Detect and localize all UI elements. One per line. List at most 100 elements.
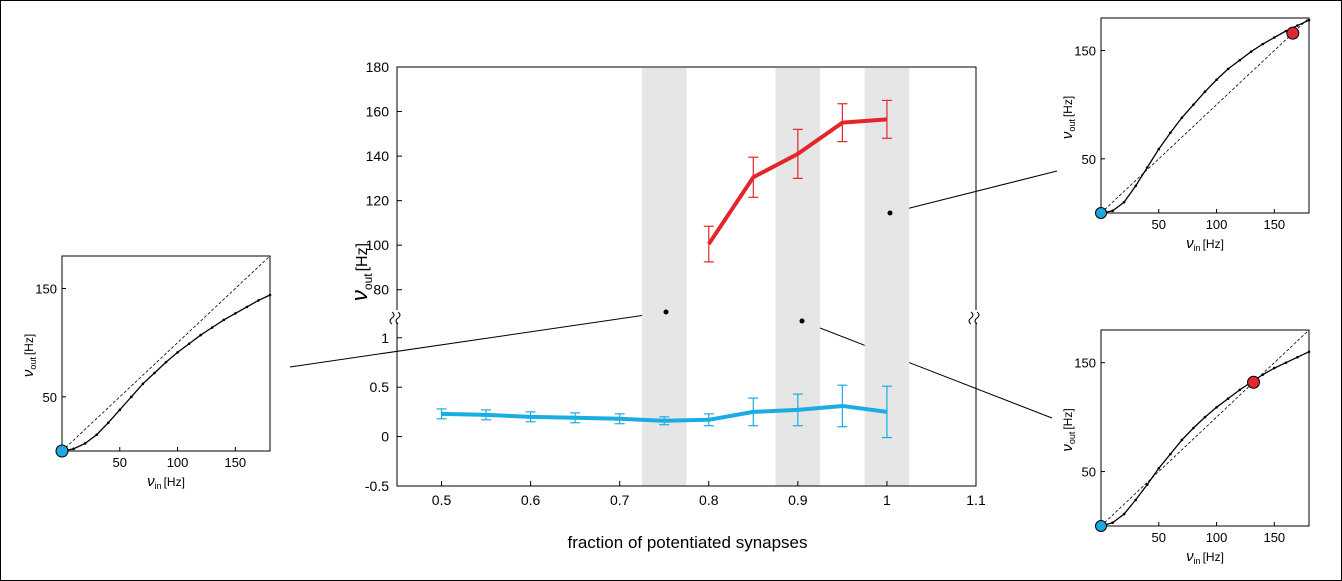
identity-diagonal <box>1100 329 1310 527</box>
inset-x-tick-label: 100 <box>167 455 189 470</box>
identity-diagonal <box>61 255 271 452</box>
series-line-0 <box>707 117 888 246</box>
inset-y-tick-label: 50 <box>43 390 57 405</box>
operating-point-marker <box>1286 26 1300 40</box>
inset-y-label-sub: out <box>28 357 38 370</box>
curve-point-8 <box>1192 103 1195 106</box>
operating-point-marker <box>55 444 69 458</box>
curve-point-17 <box>1296 24 1299 27</box>
x-axis-label: fraction of potentiated synapses <box>567 533 807 552</box>
upper-y-tick-label: 140 <box>366 148 390 164</box>
curve-point-13 <box>1249 50 1253 53</box>
curve-point-2 <box>1122 512 1126 516</box>
inset-x-label-unit: [Hz] <box>164 475 185 489</box>
inset-y-label-unit: [Hz] <box>22 334 36 355</box>
inset-x-tick-label: 150 <box>1263 530 1285 545</box>
curve-point-15 <box>1273 36 1276 39</box>
curve-point-5 <box>118 408 122 412</box>
curve-point-9 <box>1203 415 1207 419</box>
curve-point-11 <box>1226 67 1230 71</box>
curve-point-14 <box>1261 373 1265 376</box>
lower-y-tick-label: 1 <box>381 330 389 346</box>
main-plot-frame <box>396 66 977 487</box>
curve-point-2 <box>1122 200 1126 204</box>
inset-x-label-main: ν <box>1186 548 1194 565</box>
inset-y-tick-label: 50 <box>1082 465 1096 480</box>
curve-point-18 <box>1307 18 1311 22</box>
connector-line-2 <box>889 170 1058 214</box>
y-label-sub: out <box>361 273 375 290</box>
curve-point-4 <box>106 421 110 425</box>
x-tick-label: 0.6 <box>521 492 541 508</box>
curve-point-10 <box>1215 406 1218 409</box>
curve-point-17 <box>1296 355 1299 359</box>
curve-point-5 <box>1157 147 1161 151</box>
reference-point-2 <box>887 210 893 216</box>
curve-point-2 <box>83 442 87 445</box>
curve-point-7 <box>1180 438 1184 442</box>
inset-x-label: νin [Hz] <box>147 473 185 491</box>
lower-y-tick-label: 0.5 <box>370 379 390 395</box>
upper-y-tick-label: 180 <box>366 59 390 75</box>
inset-x-tick-label: 50 <box>1152 217 1166 232</box>
curve-point-15 <box>234 312 237 315</box>
origin-marker <box>1095 520 1107 532</box>
axis-break-mark-0 <box>389 311 395 325</box>
curve-point-3 <box>1134 184 1137 188</box>
y-axis-label: νout [Hz] <box>347 243 375 301</box>
inset-x-label: νin [Hz] <box>1186 235 1224 253</box>
x-tick-label: 0.8 <box>699 492 719 508</box>
x-tick-label: 0.5 <box>432 492 452 508</box>
reference-point-0 <box>663 309 669 315</box>
axis-break-mark-b-0 <box>395 311 401 325</box>
axis-break-mark-1 <box>968 311 974 325</box>
curve-point-16 <box>1284 361 1288 364</box>
x-tick-label: 1 <box>883 492 891 508</box>
inset-x-label-unit: [Hz] <box>1203 550 1224 564</box>
curve-point-6 <box>130 395 133 399</box>
y-label-main: ν <box>347 290 372 301</box>
curve-point-14 <box>222 318 226 322</box>
inset-y-label-sub: out <box>1067 431 1077 444</box>
inset-x-tick-label: 150 <box>1263 217 1285 232</box>
upper-y-tick-label: 100 <box>366 237 390 253</box>
inset-y-tick-label: 150 <box>1074 44 1096 59</box>
curve-point-1 <box>1111 209 1114 213</box>
inset-x-label-main: ν <box>147 473 155 490</box>
curve-point-6 <box>1169 131 1172 135</box>
curve-point-15 <box>1273 366 1276 370</box>
curve-point-17 <box>257 299 260 302</box>
curve-point-1 <box>1111 521 1114 525</box>
curve-point-10 <box>176 351 179 354</box>
axis-break-mask-0 <box>390 310 404 322</box>
curve-point-7 <box>141 382 145 386</box>
reference-point-1 <box>799 318 805 324</box>
inset-x-label-unit: [Hz] <box>1203 237 1224 251</box>
inset-x-tick-label: 100 <box>1206 530 1228 545</box>
inset-y-label: νout [Hz] <box>20 334 38 377</box>
inset-x-label-sub: in <box>155 481 162 491</box>
curve-point-3 <box>1134 498 1137 502</box>
inset-x-label-sub: in <box>1194 243 1201 253</box>
curve-point-5 <box>1157 466 1161 470</box>
inset-y-label-unit: [Hz] <box>1061 96 1075 117</box>
axis-break-mark-b-1 <box>974 311 980 325</box>
connector-lines <box>289 170 1058 419</box>
inset-y-tick-label: 150 <box>1074 356 1096 371</box>
axis-break-mask-1 <box>969 310 983 322</box>
y-label-unit: [Hz] <box>354 243 371 271</box>
curve-point-14 <box>1261 42 1265 46</box>
inset-x-tick-label: 50 <box>1152 530 1166 545</box>
curve-point-11 <box>187 342 191 346</box>
curve-point-18 <box>268 293 272 297</box>
inset-x-tick-label: 100 <box>1206 217 1228 232</box>
inset-y-label-main: ν <box>1059 444 1076 452</box>
origin-marker <box>1095 207 1107 219</box>
curve-point-9 <box>1203 90 1207 93</box>
inset-y-label-sub: out <box>1067 119 1077 132</box>
x-tick-label: 1.1 <box>966 492 986 508</box>
